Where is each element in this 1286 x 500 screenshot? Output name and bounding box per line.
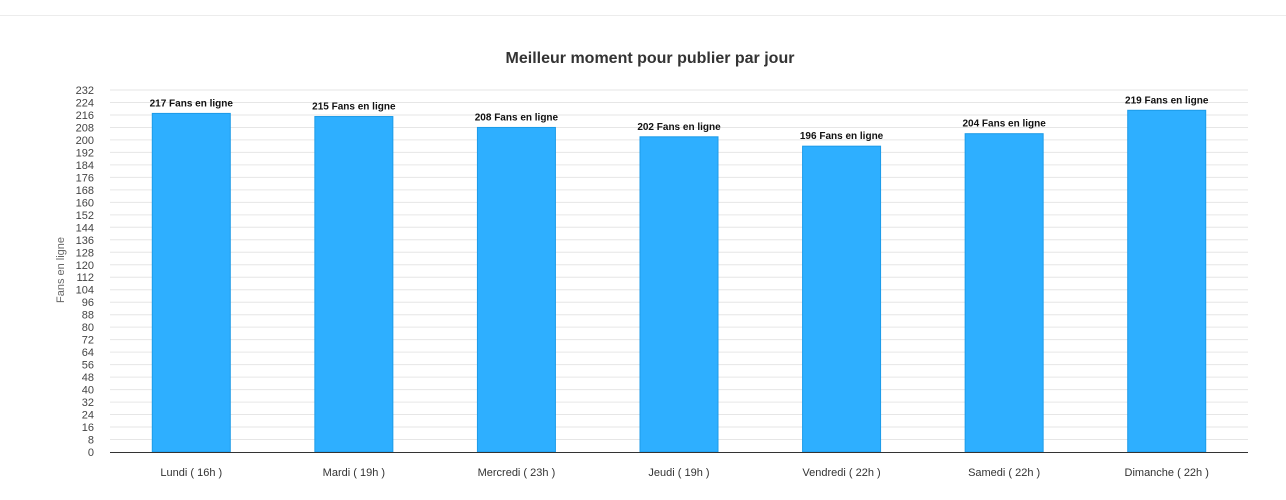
y-tick-label: 104	[76, 285, 94, 297]
top-divider	[0, 15, 1286, 16]
y-axis-ticks: 0816243240485664728088961041121201281361…	[76, 85, 94, 459]
bar[interactable]	[314, 116, 394, 453]
data-label: 208 Fans en ligne	[475, 112, 559, 123]
data-labels: 217 Fans en ligne 215 Fans en ligne 208 Fa…	[150, 95, 1209, 142]
y-tick-label: 56	[82, 360, 94, 372]
y-tick-label: 0	[88, 447, 94, 459]
x-axis-categories: Lundi ( 16h ) Mardi ( 19h ) Mercredi ( 23h…	[160, 467, 1208, 479]
x-category-label: Samedi ( 22h )	[968, 467, 1040, 479]
data-label: 217 Fans en ligne	[150, 98, 234, 109]
y-tick-label: 48	[82, 372, 94, 384]
y-tick-label: 80	[82, 322, 94, 334]
y-tick-label: 96	[82, 297, 94, 309]
x-category-label: Dimanche ( 22h )	[1125, 467, 1209, 479]
x-category-label: Jeudi ( 19h )	[648, 467, 709, 479]
y-tick-label: 112	[76, 272, 94, 284]
y-tick-label: 160	[76, 197, 94, 209]
x-category-label: Mardi ( 19h )	[323, 467, 385, 479]
x-category-label: Lundi ( 16h )	[160, 467, 222, 479]
y-tick-label: 144	[76, 222, 94, 234]
data-label: 202 Fans en ligne	[637, 122, 721, 133]
y-tick-label: 128	[76, 247, 94, 259]
y-axis-title: Fans en ligne	[55, 237, 67, 303]
y-tick-label: 32	[82, 397, 94, 409]
x-category-label: Mercredi ( 23h )	[478, 467, 556, 479]
y-tick-label: 152	[76, 210, 94, 222]
y-tick-label: 216	[76, 110, 94, 122]
chart-title: Meilleur moment pour publier par jour	[505, 50, 795, 67]
data-label: 196 Fans en ligne	[800, 131, 884, 142]
data-label: 219 Fans en ligne	[1125, 95, 1209, 106]
bars	[151, 109, 1207, 453]
bar[interactable]	[639, 136, 719, 453]
y-tick-label: 8	[88, 435, 94, 447]
bar[interactable]	[151, 112, 231, 453]
y-tick-label: 120	[76, 260, 94, 272]
bar[interactable]	[1127, 109, 1207, 453]
y-tick-label: 176	[76, 172, 94, 184]
data-label: 204 Fans en ligne	[962, 119, 1046, 130]
y-tick-label: 16	[82, 422, 94, 434]
y-tick-label: 24	[82, 410, 94, 422]
y-tick-label: 184	[76, 160, 94, 172]
bar[interactable]	[802, 145, 882, 453]
y-tick-label: 88	[82, 310, 94, 322]
y-tick-label: 136	[76, 235, 94, 247]
y-tick-label: 72	[82, 335, 94, 347]
y-tick-label: 192	[76, 147, 94, 159]
y-tick-label: 208	[76, 122, 94, 134]
y-tick-label: 40	[82, 385, 94, 397]
data-label: 215 Fans en ligne	[312, 102, 396, 113]
y-tick-label: 168	[76, 185, 94, 197]
bar[interactable]	[964, 133, 1044, 453]
y-tick-label: 232	[76, 85, 94, 97]
y-tick-label: 64	[82, 347, 94, 359]
x-category-label: Vendredi ( 22h )	[802, 467, 880, 479]
y-tick-label: 224	[76, 97, 94, 109]
y-tick-label: 200	[76, 135, 94, 147]
bar[interactable]	[476, 126, 556, 453]
